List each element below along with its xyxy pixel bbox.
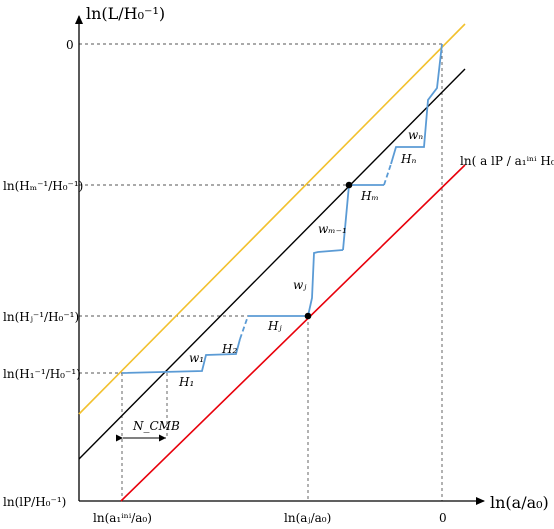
y-tick-hm: ln(Hₘ⁻¹/H₀⁻¹) xyxy=(3,179,83,193)
y-tick-h1: ln(H₁⁻¹/H₀⁻¹) xyxy=(3,367,81,381)
yellow-line xyxy=(78,23,466,415)
label-hm: Hₘ xyxy=(360,189,379,203)
y-tick-zero: 0 xyxy=(66,38,74,52)
label-h1: H₁ xyxy=(178,375,194,389)
black-line xyxy=(78,68,466,460)
guide-lines xyxy=(79,43,443,501)
red-line xyxy=(120,164,466,502)
label-w1: w₁ xyxy=(189,351,204,365)
step-dash-2 xyxy=(383,163,392,186)
point-aj xyxy=(304,312,312,320)
label-wn: wₙ xyxy=(408,128,423,142)
red-line-label: ln( a lP / a₁ⁱⁿⁱ H₀⁻¹ ) xyxy=(460,154,554,168)
y-axis-title: ln(L/H₀⁻¹) xyxy=(86,4,165,23)
step-curve-late xyxy=(390,43,443,165)
label-wm1: wₘ₋₁ xyxy=(318,222,347,236)
point-hm xyxy=(345,181,353,189)
label-hj: Hⱼ xyxy=(267,319,282,333)
label-hn: Hₙ xyxy=(400,152,416,166)
x-tick-a1: ln(a₁ⁱⁿⁱ/a₀) xyxy=(93,511,152,525)
label-wj: wⱼ xyxy=(293,278,307,292)
label-h2: H₂ xyxy=(221,342,237,356)
x-tick-zero: 0 xyxy=(439,511,447,525)
step-curve-early xyxy=(121,338,241,374)
step-dash-1 xyxy=(239,315,249,340)
y-tick-lp: ln(lP/H₀⁻¹) xyxy=(3,495,66,509)
step-curve-mid xyxy=(248,249,344,317)
label-ncmb: N_CMB xyxy=(132,419,180,433)
x-axis-title: ln(a/a₀) xyxy=(490,493,549,512)
x-tick-aj: ln(aⱼ/a₀) xyxy=(284,511,331,525)
y-tick-hj: ln(Hⱼ⁻¹/H₀⁻¹) xyxy=(3,310,79,324)
step-curve xyxy=(121,43,443,374)
